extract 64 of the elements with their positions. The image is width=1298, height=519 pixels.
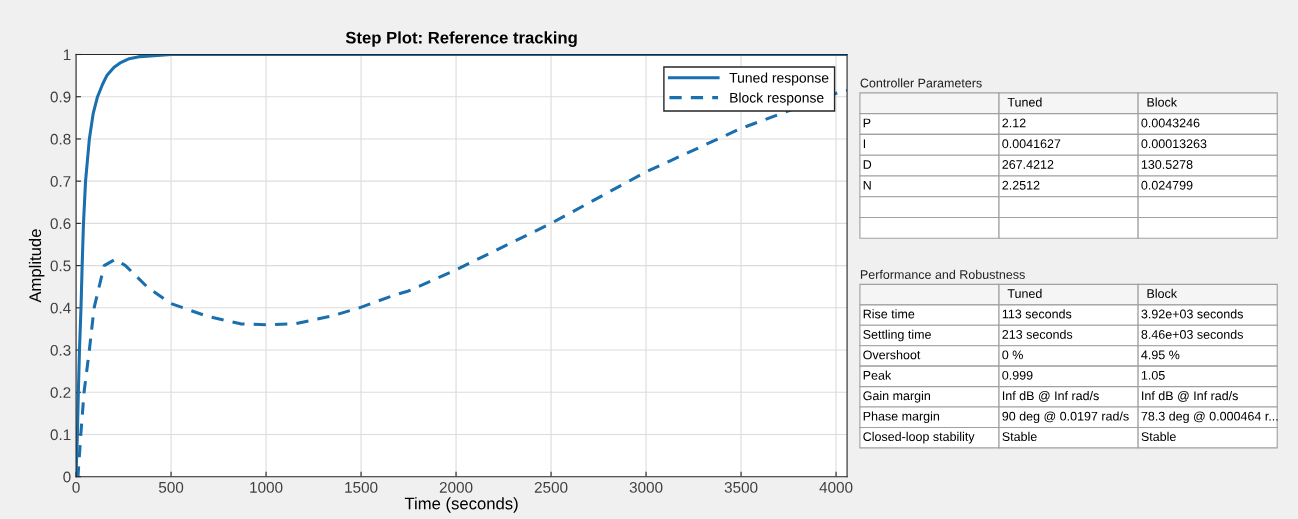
legend-label: Tuned response <box>729 72 829 86</box>
y-tick-label: 0.5 <box>50 260 71 272</box>
y-tick-label: 0.2 <box>50 387 71 398</box>
text: 0.0043246 <box>1141 118 1200 128</box>
x-tick-label: 3500 <box>724 481 758 493</box>
text: 0.00013263 <box>1141 139 1207 149</box>
text: 78.3 deg @ 0.000464 r... <box>1141 411 1278 424</box>
text: 130.5278 <box>1141 160 1193 169</box>
y-tick-label: 0.8 <box>50 133 71 145</box>
y-tick-label: 0.6 <box>50 218 71 230</box>
y-tick-label: 0.4 <box>50 302 71 314</box>
y-tick-label: 0.9 <box>50 91 71 103</box>
text: Controller Parameters <box>860 78 982 88</box>
category-label: Block <box>1147 97 1178 107</box>
text: 2.12 <box>1002 118 1026 128</box>
y-axis-title: Amplitude <box>28 229 45 303</box>
category-label: P <box>863 118 871 128</box>
text: Stable <box>1002 431 1037 442</box>
x-tick-label: 4000 <box>819 481 853 493</box>
category-label: Overshoot <box>863 350 921 360</box>
category-label: Tuned <box>1007 97 1042 107</box>
category-label: Block <box>1147 288 1178 298</box>
text: Performance and Robustness <box>860 269 1025 279</box>
x-tick-label: 1500 <box>345 481 378 493</box>
text: 3.92e+03 seconds <box>1141 309 1243 319</box>
text: Inf dB @ Inf rad/s <box>1002 390 1099 402</box>
chart-title: Step Plot: Reference tracking <box>345 31 577 47</box>
y-tick-label: 0.7 <box>50 176 71 187</box>
category-label: Gain margin <box>863 390 930 403</box>
category-label: Settling time <box>863 329 931 342</box>
x-tick-label: 1000 <box>250 481 283 493</box>
text: 0.024799 <box>1141 180 1193 190</box>
text: 4.95 % <box>1141 350 1180 360</box>
x-axis-title: Time (seconds) <box>404 497 518 513</box>
y-tick-label: 1 <box>63 49 71 61</box>
text: 1.05 <box>1141 370 1165 380</box>
category-label: Peak <box>863 370 892 380</box>
legend-label: Block response <box>730 92 824 106</box>
y-tick-label: 0.3 <box>50 344 71 356</box>
category-label: Tuned <box>1007 288 1042 298</box>
text: Stable <box>1141 431 1176 442</box>
y-tick-label: 0 <box>63 471 71 483</box>
category-label: D <box>863 160 872 169</box>
x-tick-label: 0 <box>72 481 80 493</box>
text: 2.2512 <box>1002 180 1040 190</box>
text: 0.999 <box>1002 370 1033 380</box>
category-label: Phase margin <box>863 411 940 424</box>
category-label: Closed-loop stability <box>863 431 975 444</box>
text: 113 seconds <box>1002 309 1072 319</box>
x-tick-label: 2000 <box>439 481 473 493</box>
category-label: Rise time <box>863 309 915 319</box>
text: 0 % <box>1002 350 1023 360</box>
category-label: N <box>863 180 871 190</box>
x-tick-label: 500 <box>158 481 184 493</box>
text: 267.4212 <box>1002 160 1054 169</box>
text: Inf dB @ Inf rad/s <box>1142 390 1238 402</box>
x-tick-label: 2500 <box>534 481 568 493</box>
x-tick-label: 3000 <box>629 481 663 493</box>
text: 0.0041627 <box>1002 139 1061 149</box>
text: 213 seconds <box>1002 329 1073 339</box>
text: 90 deg @ 0.0197 rad/s <box>1002 411 1129 424</box>
y-tick-label: 0.1 <box>50 429 71 441</box>
category-label: I <box>863 139 866 149</box>
text: 8.46e+03 seconds <box>1141 329 1243 339</box>
